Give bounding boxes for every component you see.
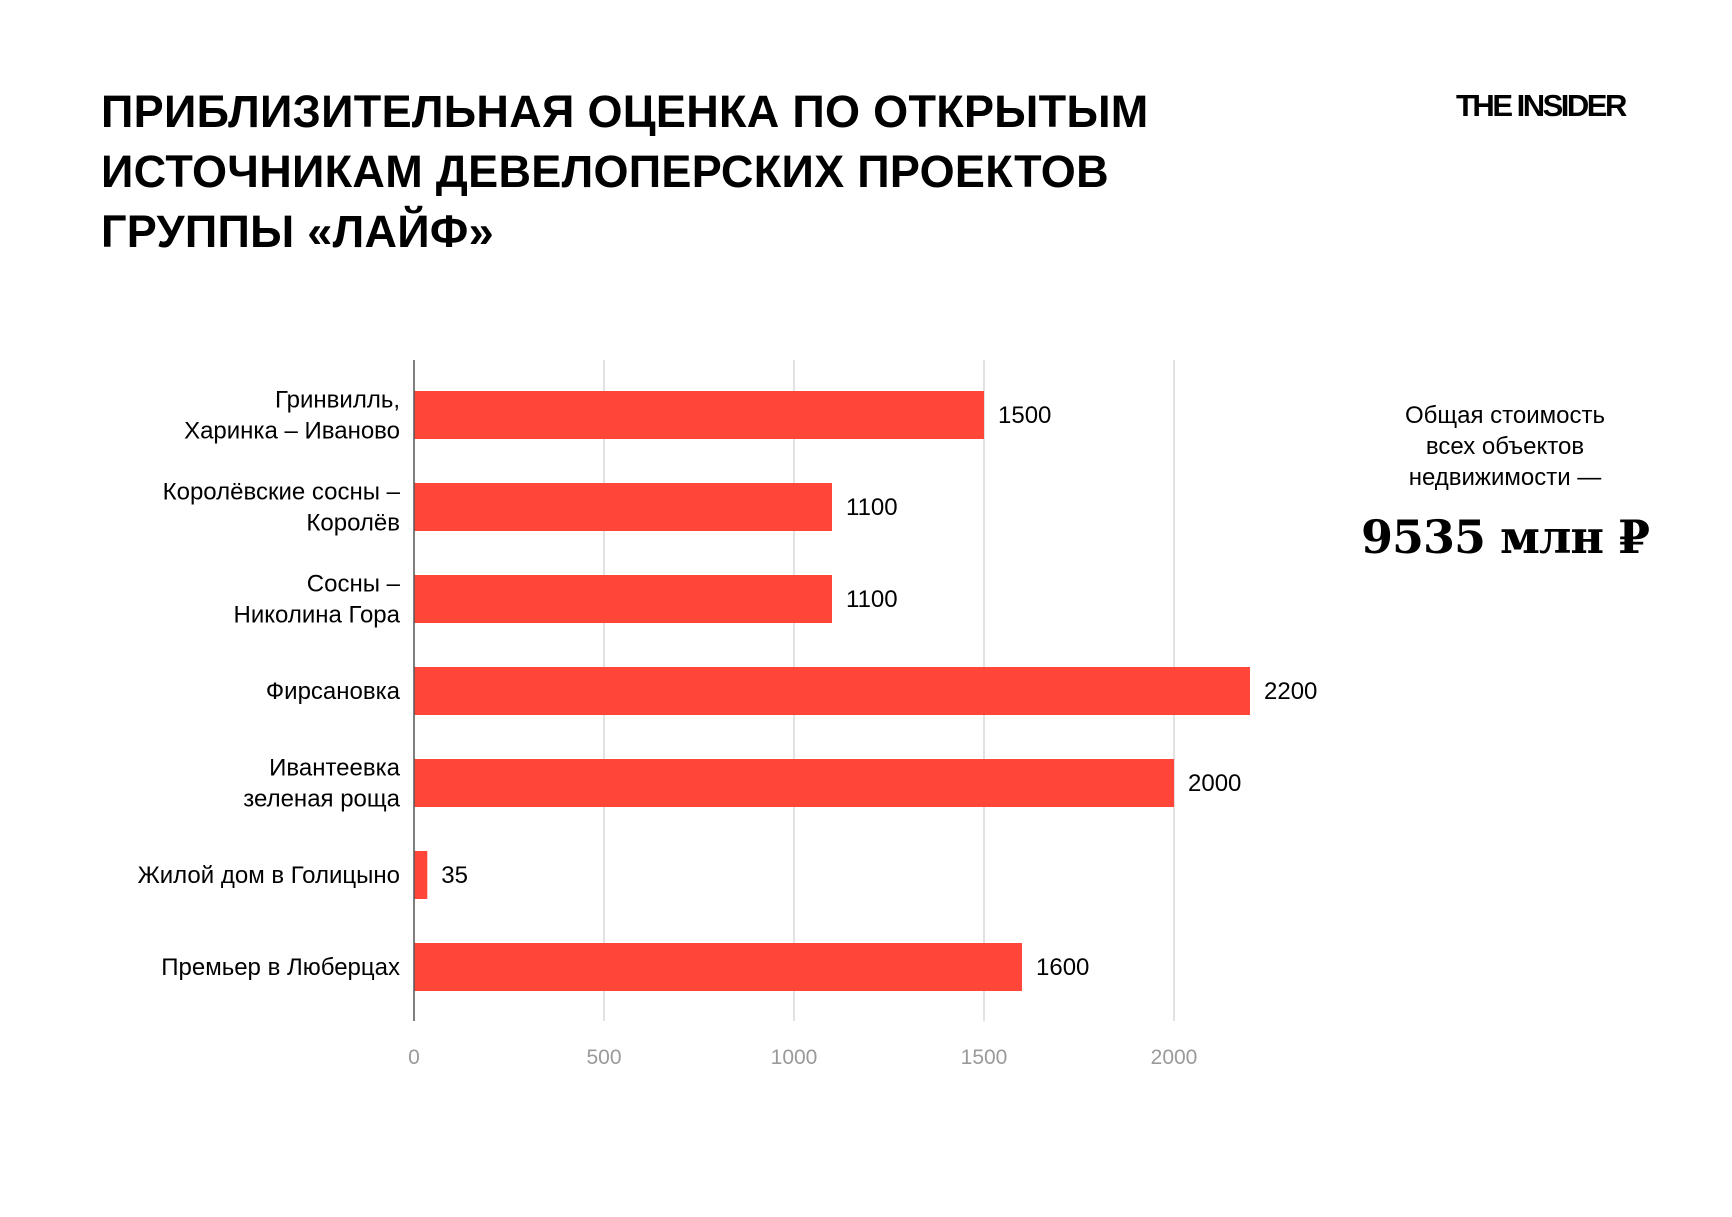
x-tick-label: 500 xyxy=(586,1046,621,1069)
bar xyxy=(414,943,1022,991)
summary-line: всех объектов xyxy=(1425,433,1585,460)
data-label: 2200 xyxy=(1264,678,1317,705)
title-line: ПРИБЛИЗИТЕЛЬНАЯ ОЦЕНКА ПО ОТКРЫТЫМ xyxy=(101,86,1149,137)
summary-total: 9535 млн ₽ xyxy=(1360,510,1650,564)
bar xyxy=(414,483,832,531)
category-label: Жилой дом в Голицыно xyxy=(138,862,400,889)
bar xyxy=(414,851,428,899)
x-tick-label: 1000 xyxy=(771,1046,818,1069)
data-label: 35 xyxy=(441,862,468,889)
summary-line: Общая стоимость xyxy=(1405,402,1605,429)
x-tick-label: 1500 xyxy=(961,1046,1008,1069)
title-line: ИСТОЧНИКАМ ДЕВЕЛОПЕРСКИХ ПРОЕКТОВ xyxy=(101,146,1109,197)
category-label: Николина Гора xyxy=(234,602,401,629)
x-tick-label: 0 xyxy=(408,1046,420,1069)
title-line: ГРУППЫ «ЛАЙФ» xyxy=(101,206,494,257)
category-label: Фирсановка xyxy=(266,678,401,705)
category-label: Гринвилль, xyxy=(275,387,400,414)
summary-line: недвижимости — xyxy=(1408,464,1602,491)
chart-title: ПРИБЛИЗИТЕЛЬНАЯ ОЦЕНКА ПО ОТКРЫТЫМ ИСТОЧ… xyxy=(101,82,1351,262)
bar xyxy=(414,667,1250,715)
data-label: 1500 xyxy=(998,402,1051,429)
data-label: 1100 xyxy=(846,586,898,613)
data-label: 1100 xyxy=(846,494,898,521)
category-label: Ивантеевка xyxy=(269,755,401,782)
category-label: Премьер в Люберцах xyxy=(161,954,400,981)
category-label: Королёв xyxy=(306,510,400,537)
bar xyxy=(414,575,832,623)
x-tick-label: 2000 xyxy=(1151,1046,1198,1069)
data-label: 1600 xyxy=(1036,954,1089,981)
category-label: Королёвские сосны – xyxy=(163,479,401,506)
category-label: Харинка – Иваново xyxy=(184,418,400,445)
summary-caption: Общая стоимость всех объектов недвижимос… xyxy=(1345,400,1665,493)
bar xyxy=(414,391,984,439)
the-insider-logo: THE INSIDER xyxy=(1456,88,1627,123)
bar xyxy=(414,759,1174,807)
category-label: Сосны – xyxy=(307,571,401,598)
data-label: 2000 xyxy=(1188,770,1241,797)
category-label: зеленая роща xyxy=(243,786,400,813)
